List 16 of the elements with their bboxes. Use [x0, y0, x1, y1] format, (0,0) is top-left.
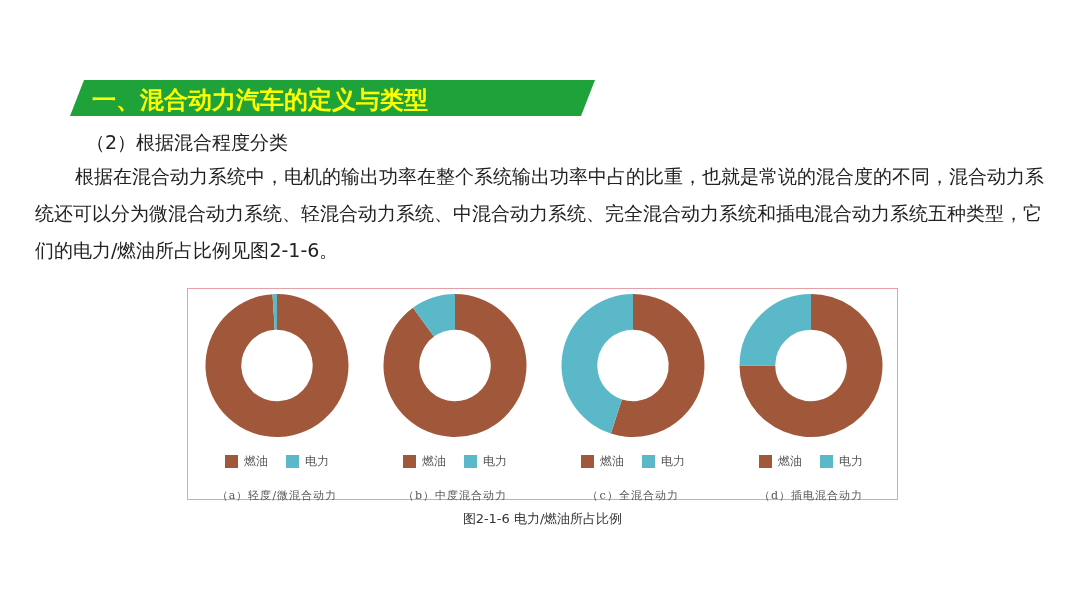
caption: 图2-1-6 电力/燃油所占比例: [461, 510, 624, 528]
text: （a）轻度/微混合动力: [216, 488, 338, 503]
text: （d）插电混合动力: [758, 488, 864, 503]
legend-label: 燃油: [422, 453, 446, 468]
chart-title: 一、混合动力汽车的定义与类型: [92, 85, 428, 116]
chart-subtitle: （2）根据混合程度分类: [86, 130, 289, 155]
legend-label: 燃油: [778, 453, 802, 468]
legend-label: 燃油: [600, 453, 624, 468]
legend-label: 电力: [661, 453, 685, 468]
text: （c）全混合动力: [587, 488, 679, 503]
legend-label: 电力: [839, 453, 863, 468]
text: （b）中度混合动力: [402, 488, 508, 503]
text: 根据在混合动力系统中，电机的输出功率在整个系统输出功率中占的比重，也就是常说的混合度的不同，混合动力系统还可以分为微混合动力系统、轻混合动力系统、中混合动力系统、完全混合动力系统和插电混合动力系统五种类型，它们的电力/燃油所占比例见图2-1-6。: [35, 164, 1045, 263]
legend-label: 燃油: [244, 453, 268, 468]
legend-label: 电力: [483, 453, 507, 468]
legend-label: 电力: [305, 453, 329, 468]
